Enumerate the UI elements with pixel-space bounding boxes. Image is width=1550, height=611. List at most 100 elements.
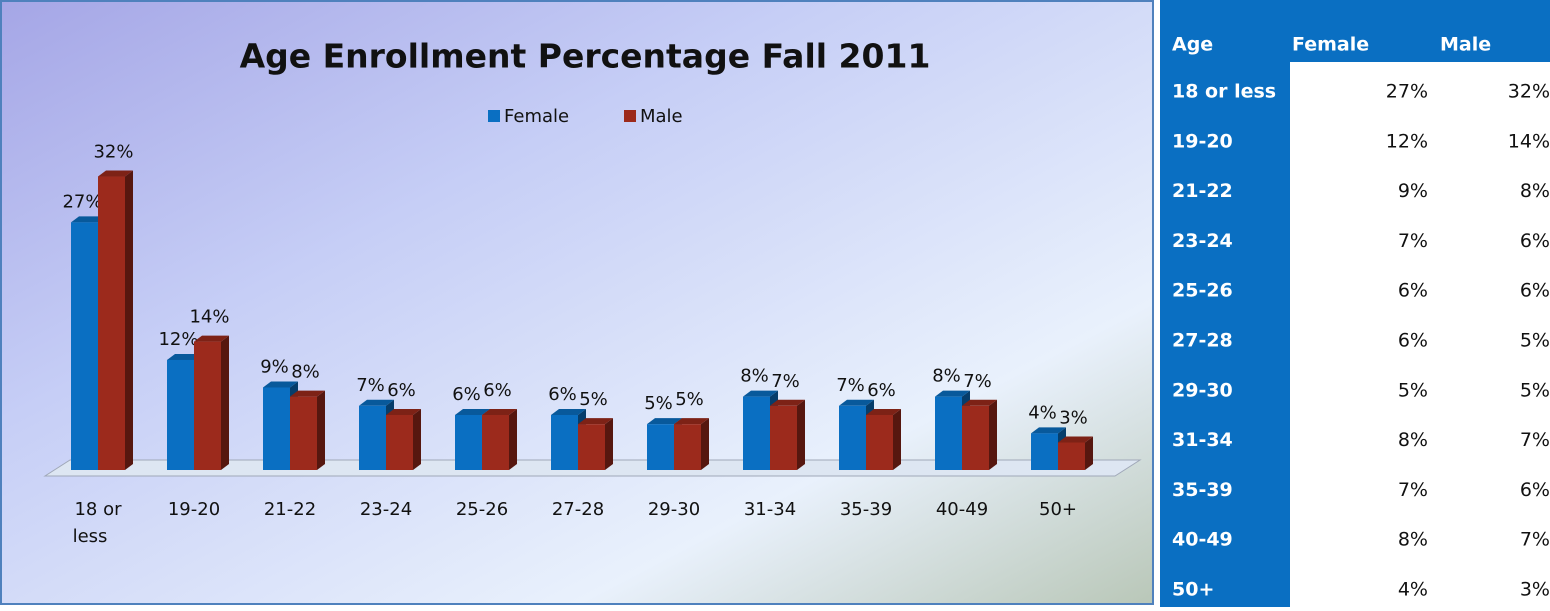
bar-face [797,399,805,470]
bar-face [866,414,893,470]
bar-face [167,353,202,360]
bar-face [1031,433,1058,470]
bar [290,390,325,470]
data-label: 9% [260,356,289,377]
bar-face [125,170,133,470]
bar-face [1058,436,1093,443]
bar-face [317,390,325,470]
table-age: 35-39 [1172,479,1233,501]
table-header: Male [1440,34,1491,56]
bar-face [167,359,194,470]
bar-face [743,390,778,397]
bar [866,408,901,470]
bar-face [290,396,317,470]
bar-face [647,424,674,470]
bar-face [1031,427,1066,434]
data-label: 6% [452,384,481,405]
bar-face [674,418,709,425]
bar-face [551,414,578,470]
bar [1058,436,1093,470]
bar [482,408,517,470]
x-tick-label: 31-34 [744,499,796,520]
bar-face [290,390,325,397]
bar-face [386,414,413,470]
data-label: 12% [158,329,198,350]
table-age: 27-28 [1172,330,1233,352]
chart-area [0,0,1154,605]
table-cell: 5% [1398,379,1428,401]
bar-face [962,405,989,470]
data-label: 14% [189,307,229,328]
bar-face [578,418,613,425]
bar-face [413,408,421,470]
table-header: Age [1172,34,1213,56]
table-age: 21-22 [1172,180,1233,202]
x-tick-label: 27-28 [552,499,604,520]
bar-face [263,381,298,388]
table-cell: 7% [1520,529,1550,551]
bar-face [839,405,866,470]
data-label: 6% [867,380,896,401]
bar [770,399,805,470]
data-label: 7% [963,371,992,392]
table-cell: 6% [1398,330,1428,352]
table-age: 40-49 [1172,529,1233,551]
bar-face [221,335,229,470]
bar-face [989,399,997,470]
legend-label: Female [504,106,569,127]
x-tick-label: 25-26 [456,499,508,520]
table-age: 23-24 [1172,230,1233,252]
table-cell: 7% [1398,230,1428,252]
table-cell: 32% [1508,81,1550,103]
bar-face [647,418,682,425]
table-cell: 6% [1520,280,1550,302]
data-label: 5% [579,389,608,410]
table-cell: 27% [1386,81,1428,103]
table-cell: 7% [1398,479,1428,501]
bar-face [743,396,770,470]
bar-face [770,405,797,470]
data-label: 7% [836,375,865,396]
chart-title: Age Enrollment Percentage Fall 2011 [240,37,931,76]
bar-face [578,424,605,470]
bar [194,335,229,470]
data-label: 6% [483,380,512,401]
data-label: 8% [740,366,769,387]
bar-face [386,408,421,415]
bar-face [482,414,509,470]
bar-face [839,399,874,406]
bar-face [770,399,805,406]
bar-face [1085,436,1093,470]
table-age: 19-20 [1172,130,1233,152]
data-label: 27% [62,191,102,212]
table-cell: 5% [1520,330,1550,352]
bar [578,418,613,470]
table-cell: 9% [1398,180,1428,202]
x-tick-label: 19-20 [168,499,220,520]
table-age: 29-30 [1172,379,1233,401]
table-age: 25-26 [1172,280,1233,302]
data-label: 4% [1028,402,1057,423]
bar-face [1058,442,1085,470]
bar-face [893,408,901,470]
data-label: 8% [932,366,961,387]
bar-face [98,176,125,470]
bar-face [935,390,970,397]
bar [674,418,709,470]
x-tick-label: 18 or less [73,499,123,547]
table-cell: 5% [1520,379,1550,401]
data-label: 8% [291,362,320,383]
data-label: 6% [548,384,577,405]
table-cell: 8% [1398,529,1428,551]
x-tick-label: 35-39 [840,499,892,520]
bar-face [194,341,221,470]
table-age: 31-34 [1172,429,1233,451]
bar-face [71,222,98,470]
bar-face [482,408,517,415]
bar-face [71,216,106,223]
table-cell: 8% [1398,429,1428,451]
bar-face [866,408,901,415]
bar-face [962,399,997,406]
x-tick-label: 29-30 [648,499,700,520]
